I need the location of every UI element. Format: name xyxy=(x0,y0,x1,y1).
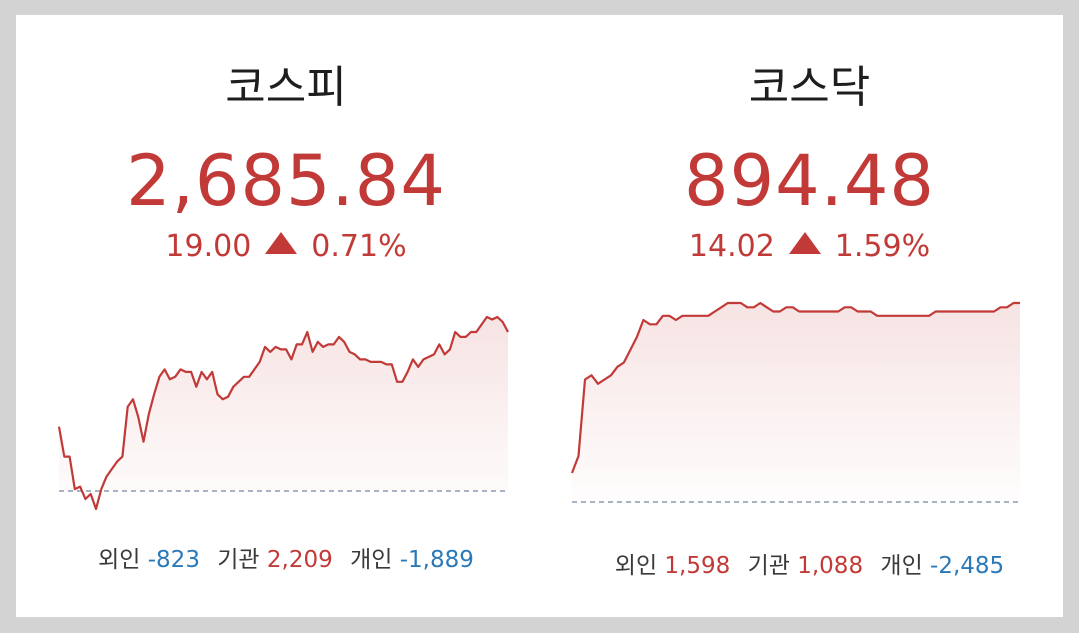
kospi-value: 2,685.84 xyxy=(126,140,446,222)
foreign-value: -823 xyxy=(147,547,200,573)
kospi-change-percent: 0.71% xyxy=(311,229,407,264)
kosdaq-panel[interactable]: 코스닥 894.48 14.02 1.59% 외인 1,598 기관 1,088 … xyxy=(556,15,1063,617)
kospi-investors: 외인 -823 기관 2,209 개인 -1,889 xyxy=(16,545,556,575)
individual-value: -1,889 xyxy=(399,547,474,573)
kosdaq-change-percent: 1.59% xyxy=(834,229,931,264)
kospi-change: 19.00 0.71% xyxy=(16,227,556,267)
kospi-change-amount: 19.00 xyxy=(165,229,252,264)
up-arrow-icon xyxy=(265,232,298,254)
kospi-area-fill xyxy=(59,317,508,509)
kosdaq-change: 14.02 1.59% xyxy=(556,227,1063,267)
kosdaq-change-amount: 14.02 xyxy=(688,229,775,264)
kosdaq-intraday-chart xyxy=(570,301,1020,503)
institution-label: 기관 xyxy=(217,547,260,573)
foreign-value: 1,598 xyxy=(664,553,731,579)
individual-label: 개인 xyxy=(880,553,923,579)
up-arrow-icon xyxy=(788,232,821,254)
kosdaq-investors: 외인 1,598 기관 1,088 개인 -2,485 xyxy=(556,551,1063,581)
foreign-label: 외인 xyxy=(614,553,658,579)
kospi-panel[interactable]: 코스피 2,685.84 19.00 0.71% 외인 -823 기관 2,209… xyxy=(16,15,556,617)
individual-label: 개인 xyxy=(350,547,393,573)
kospi-price-line xyxy=(57,315,509,511)
foreign-label: 외인 xyxy=(98,547,141,573)
market-summary-card: 코스피 2,685.84 19.00 0.71% 외인 -823 기관 2,209… xyxy=(16,15,1063,617)
kosdaq-price-line xyxy=(570,301,1020,474)
institution-label: 기관 xyxy=(747,553,790,579)
kospi-intraday-chart xyxy=(57,315,509,511)
kospi-title: 코스피 xyxy=(225,62,347,113)
kosdaq-area-fill xyxy=(572,303,1020,502)
kosdaq-value: 894.48 xyxy=(684,140,935,222)
institution-value: 2,209 xyxy=(266,547,333,573)
individual-value: -2,485 xyxy=(930,553,1005,579)
kosdaq-title: 코스닥 xyxy=(748,62,871,113)
institution-value: 1,088 xyxy=(797,553,864,579)
